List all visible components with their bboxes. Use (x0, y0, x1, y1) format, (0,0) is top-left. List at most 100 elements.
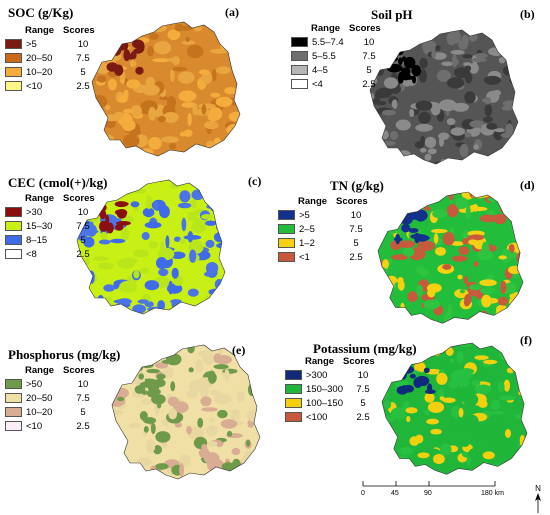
map-patch (210, 202, 221, 213)
map-patch (438, 99, 457, 112)
map-patch (461, 34, 469, 48)
map-patch-accent (156, 373, 166, 380)
map-patch (451, 405, 462, 419)
map-patch (386, 192, 393, 202)
legend-soc: Range Scores >5 10 20–50 7.5 10–20 5 <10 2.5 (5, 24, 103, 93)
map-patch (446, 77, 465, 89)
legend-range: 5–5.5 (312, 50, 336, 62)
map-patch (395, 119, 411, 131)
legend-score: 7.5 (362, 50, 376, 62)
map-patch (414, 361, 426, 373)
map-patch (471, 380, 481, 386)
map-patch (117, 258, 135, 269)
map-patch (439, 396, 445, 401)
map-patch (370, 92, 375, 101)
map-patch (391, 254, 408, 261)
map-patch (475, 427, 484, 437)
map-patch (391, 412, 403, 418)
legend-range: 10–20 (26, 406, 53, 418)
map-patch-accent (425, 389, 436, 394)
legend-swatch (5, 221, 22, 231)
legend-score: 5 (366, 64, 372, 76)
map-patch (461, 371, 474, 379)
map-patch (119, 183, 136, 195)
map-patch-accent (401, 223, 411, 233)
legend-score: 7.5 (76, 52, 90, 64)
map-patch (202, 352, 215, 366)
legend-item: <8 2.5 (5, 247, 103, 261)
map-patch (190, 199, 198, 209)
map-patch (405, 316, 411, 321)
map-patch (505, 137, 518, 152)
map-patch (452, 54, 457, 68)
map-patch (88, 270, 95, 284)
map-patch (423, 299, 441, 310)
map-patch (174, 422, 182, 428)
map-patch (491, 399, 500, 404)
map-patch (457, 274, 463, 280)
legend-item: 15–30 7.5 (5, 219, 103, 233)
map-patch (153, 41, 172, 55)
map-patch (458, 343, 473, 348)
map-patch (224, 87, 237, 95)
map-patch (201, 214, 213, 220)
map-patch (179, 238, 186, 245)
map-patch (424, 392, 435, 403)
map-patch (178, 202, 192, 209)
map-patch (172, 66, 187, 72)
panel-potassium: Potassium (mg/kg) (f) Range Scores >300 10 1… (275, 333, 550, 515)
legend-header: Range Scores (5, 24, 103, 37)
map-patch (117, 396, 125, 402)
map-patch (215, 66, 231, 74)
map-patch (213, 364, 229, 370)
map-patch (116, 465, 128, 477)
legend-range: 100–150 (306, 397, 343, 409)
legend-score: 10 (77, 378, 89, 390)
map-patch (473, 374, 487, 381)
map-patch (481, 294, 492, 308)
map-patch (173, 306, 181, 312)
map-patch (388, 211, 395, 219)
map-patch-accent (409, 373, 416, 379)
legend-potassium: Range Scores >300 10 150–300 7.5 100–150 5 <100 2… (285, 355, 383, 424)
map-patch (415, 100, 433, 111)
map-patch (97, 75, 107, 83)
map-patch (503, 379, 511, 392)
legend-score: 10 (77, 38, 89, 50)
map-patch (208, 469, 226, 479)
map-patch (433, 233, 439, 244)
legend-item: <10 2.5 (5, 419, 103, 433)
map-patch (233, 33, 240, 47)
map-patch (502, 65, 517, 76)
map-patch (112, 409, 124, 415)
map-patch (170, 381, 176, 392)
panel-letter-potassium: (f) (520, 333, 532, 347)
map-patch (474, 355, 489, 360)
map-patch-accent (421, 379, 428, 386)
map-patch (166, 96, 177, 109)
map-patch (143, 426, 149, 433)
map-patch (214, 393, 232, 405)
map-patch (383, 156, 394, 162)
map-patch-accent (414, 234, 429, 242)
map-patch (374, 125, 381, 136)
map-patch (100, 231, 108, 240)
legend-range: 20–50 (26, 52, 53, 64)
map-patch (130, 188, 147, 194)
map-patch (242, 365, 258, 372)
map-patch (475, 53, 488, 59)
legend-phosphorus: Range Scores >50 10 20–50 7.5 10–20 5 <10 2.5 (5, 364, 103, 433)
map-patch (381, 109, 396, 116)
map-patch (187, 112, 192, 126)
map-patch-accent (115, 224, 124, 231)
map-patch (103, 114, 121, 122)
legend-score: 7.5 (356, 383, 370, 395)
legend-range: >300 (306, 369, 328, 381)
map-patch (406, 192, 425, 199)
map-patch (504, 429, 512, 438)
map-patch (133, 249, 149, 258)
map-patch (222, 143, 228, 152)
map-patch (121, 357, 138, 368)
map-patch (398, 446, 414, 456)
map-patch (226, 134, 233, 140)
